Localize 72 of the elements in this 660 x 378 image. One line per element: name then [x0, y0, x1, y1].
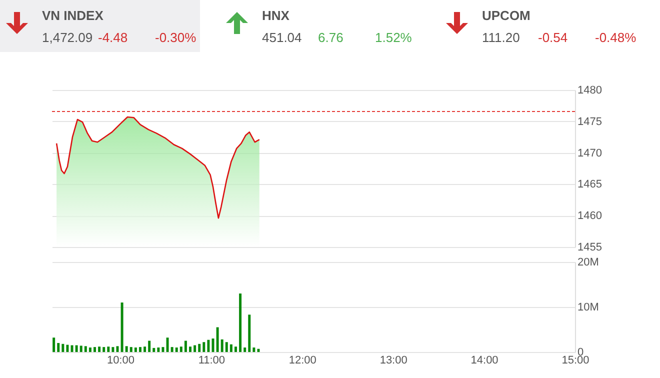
- bar: [138, 347, 142, 352]
- bar: [80, 346, 82, 352]
- y-tick-label: 20M: [578, 256, 599, 268]
- y-tick-label: 1455: [578, 242, 602, 254]
- bar: [62, 344, 64, 352]
- bar: [70, 345, 74, 352]
- bar: [144, 346, 146, 352]
- y-tick-label: 1480: [578, 84, 602, 96]
- bar: [230, 344, 232, 352]
- text: -0.48%: [595, 30, 636, 45]
- bar: [252, 348, 256, 352]
- bar: [257, 348, 260, 352]
- text: VN INDEX: [42, 8, 104, 23]
- bar: [216, 327, 219, 352]
- bar: [88, 348, 92, 352]
- text: 1.52%: [375, 30, 412, 45]
- y-tick-label: 10M: [578, 302, 599, 314]
- bar: [120, 302, 124, 352]
- bar: [125, 346, 128, 352]
- bar: [198, 344, 201, 352]
- x-tick-label: 12:00: [288, 354, 316, 366]
- bar: [239, 294, 242, 352]
- text: -4.48: [98, 30, 128, 45]
- bar: [57, 343, 60, 352]
- bar: [212, 338, 214, 352]
- bar: [166, 338, 169, 352]
- bar: [248, 314, 251, 352]
- bar: [234, 346, 237, 352]
- bar: [220, 339, 224, 352]
- bar: [52, 338, 56, 352]
- bar: [148, 340, 151, 352]
- bar: [157, 348, 160, 352]
- text: UPCOM: [482, 8, 530, 23]
- bar: [184, 340, 187, 352]
- bar: [116, 346, 119, 352]
- x-tick-label: 14:00: [470, 354, 498, 366]
- y-tick-label: 1475: [578, 116, 602, 128]
- bar: [207, 340, 210, 352]
- bar: [134, 348, 137, 352]
- bar: [170, 347, 174, 352]
- bar: [175, 348, 178, 352]
- bar: [189, 346, 192, 352]
- text: -0.54: [538, 30, 568, 45]
- bar: [112, 347, 114, 352]
- bar: [107, 346, 110, 352]
- text: 6.76: [318, 30, 344, 45]
- bar: [194, 345, 196, 352]
- text: 1,472.09: [42, 30, 93, 45]
- bar: [162, 347, 164, 352]
- text: HNX: [262, 8, 290, 23]
- bar: [94, 347, 96, 352]
- bar: [102, 347, 106, 352]
- y-tick-label: 1465: [578, 178, 602, 191]
- text: 111.20: [482, 30, 520, 45]
- x-tick-label: 10:00: [106, 354, 134, 366]
- text: -0.30%: [155, 30, 196, 45]
- y-tick-label: 1470: [578, 147, 602, 160]
- bar: [84, 346, 87, 352]
- bar: [225, 342, 228, 352]
- bar: [244, 348, 246, 352]
- x-tick-label: 11:00: [198, 354, 226, 366]
- bar: [98, 346, 101, 352]
- bar: [75, 345, 78, 352]
- bar: [202, 342, 206, 352]
- bar: [66, 344, 69, 352]
- text: 451.04: [262, 30, 302, 45]
- x-tick-label: 15:00: [562, 354, 590, 366]
- x-tick-label: 13:00: [380, 354, 408, 366]
- bar: [130, 347, 132, 352]
- bar: [152, 348, 156, 352]
- y-tick-label: 1460: [578, 210, 602, 222]
- bar: [180, 346, 182, 352]
